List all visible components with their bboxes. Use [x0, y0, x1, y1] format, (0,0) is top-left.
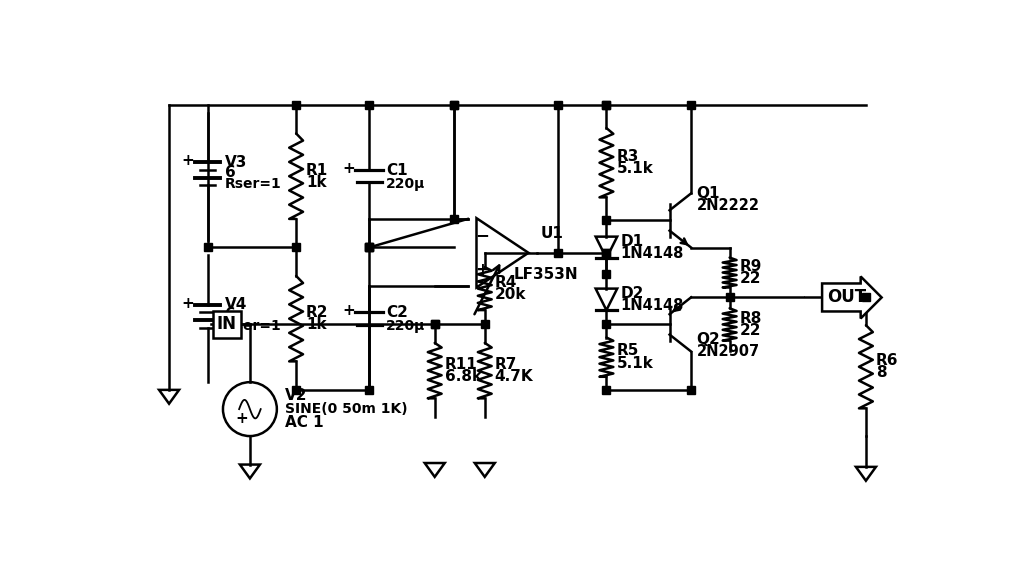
- Text: 6: 6: [224, 307, 236, 322]
- Text: 2N2907: 2N2907: [696, 344, 760, 359]
- Text: 5.1k: 5.1k: [616, 356, 653, 371]
- Text: AC 1: AC 1: [285, 415, 324, 431]
- Text: Q1: Q1: [696, 186, 720, 201]
- Text: R11: R11: [444, 357, 477, 372]
- Text: 1N4148: 1N4148: [621, 246, 684, 261]
- Text: R2: R2: [306, 305, 329, 320]
- Text: 1N4148: 1N4148: [621, 298, 684, 313]
- Text: +: +: [181, 154, 194, 168]
- Text: V4: V4: [224, 297, 247, 312]
- Text: +: +: [476, 261, 489, 279]
- Text: R7: R7: [495, 357, 517, 372]
- Text: 20k: 20k: [495, 287, 526, 302]
- Text: R9: R9: [739, 259, 762, 274]
- Text: 5.1k: 5.1k: [616, 161, 653, 176]
- Text: 4.7K: 4.7K: [495, 369, 534, 384]
- Text: R1: R1: [306, 162, 329, 178]
- Text: SINE(0 50m 1K): SINE(0 50m 1K): [285, 402, 408, 416]
- Text: IN: IN: [217, 315, 237, 333]
- Text: 220μ: 220μ: [386, 319, 425, 333]
- Text: 22: 22: [739, 323, 761, 338]
- Text: Q2: Q2: [696, 332, 720, 347]
- Text: R3: R3: [616, 149, 639, 164]
- Text: R4: R4: [495, 275, 517, 290]
- Text: +: +: [236, 411, 249, 426]
- Text: D1: D1: [621, 234, 643, 249]
- Text: 8: 8: [876, 366, 887, 380]
- Text: 1k: 1k: [306, 175, 327, 190]
- Text: V3: V3: [224, 155, 247, 170]
- Text: 6.8k: 6.8k: [444, 369, 482, 384]
- Text: +: +: [343, 304, 355, 318]
- Text: Rser=1: Rser=1: [224, 319, 282, 333]
- Text: U1: U1: [541, 226, 564, 241]
- Text: 6: 6: [224, 165, 236, 180]
- Text: R5: R5: [616, 343, 639, 359]
- Text: LF353N: LF353N: [514, 267, 579, 282]
- Text: Rser=1: Rser=1: [224, 177, 282, 191]
- Text: +: +: [181, 296, 194, 311]
- Text: C2: C2: [386, 305, 409, 320]
- Text: D2: D2: [621, 286, 644, 301]
- Text: +: +: [343, 161, 355, 176]
- Text: 220μ: 220μ: [386, 177, 425, 191]
- Text: 22: 22: [739, 271, 761, 286]
- Text: U1: U1: [804, 297, 806, 298]
- Text: OUT: OUT: [827, 288, 866, 306]
- Text: V2: V2: [285, 388, 307, 403]
- Text: C1: C1: [386, 162, 408, 178]
- Text: −: −: [476, 226, 489, 244]
- Text: 2N2222: 2N2222: [696, 197, 760, 213]
- Text: 1k: 1k: [306, 317, 327, 332]
- Text: R8: R8: [739, 311, 762, 326]
- Text: R6: R6: [876, 353, 898, 368]
